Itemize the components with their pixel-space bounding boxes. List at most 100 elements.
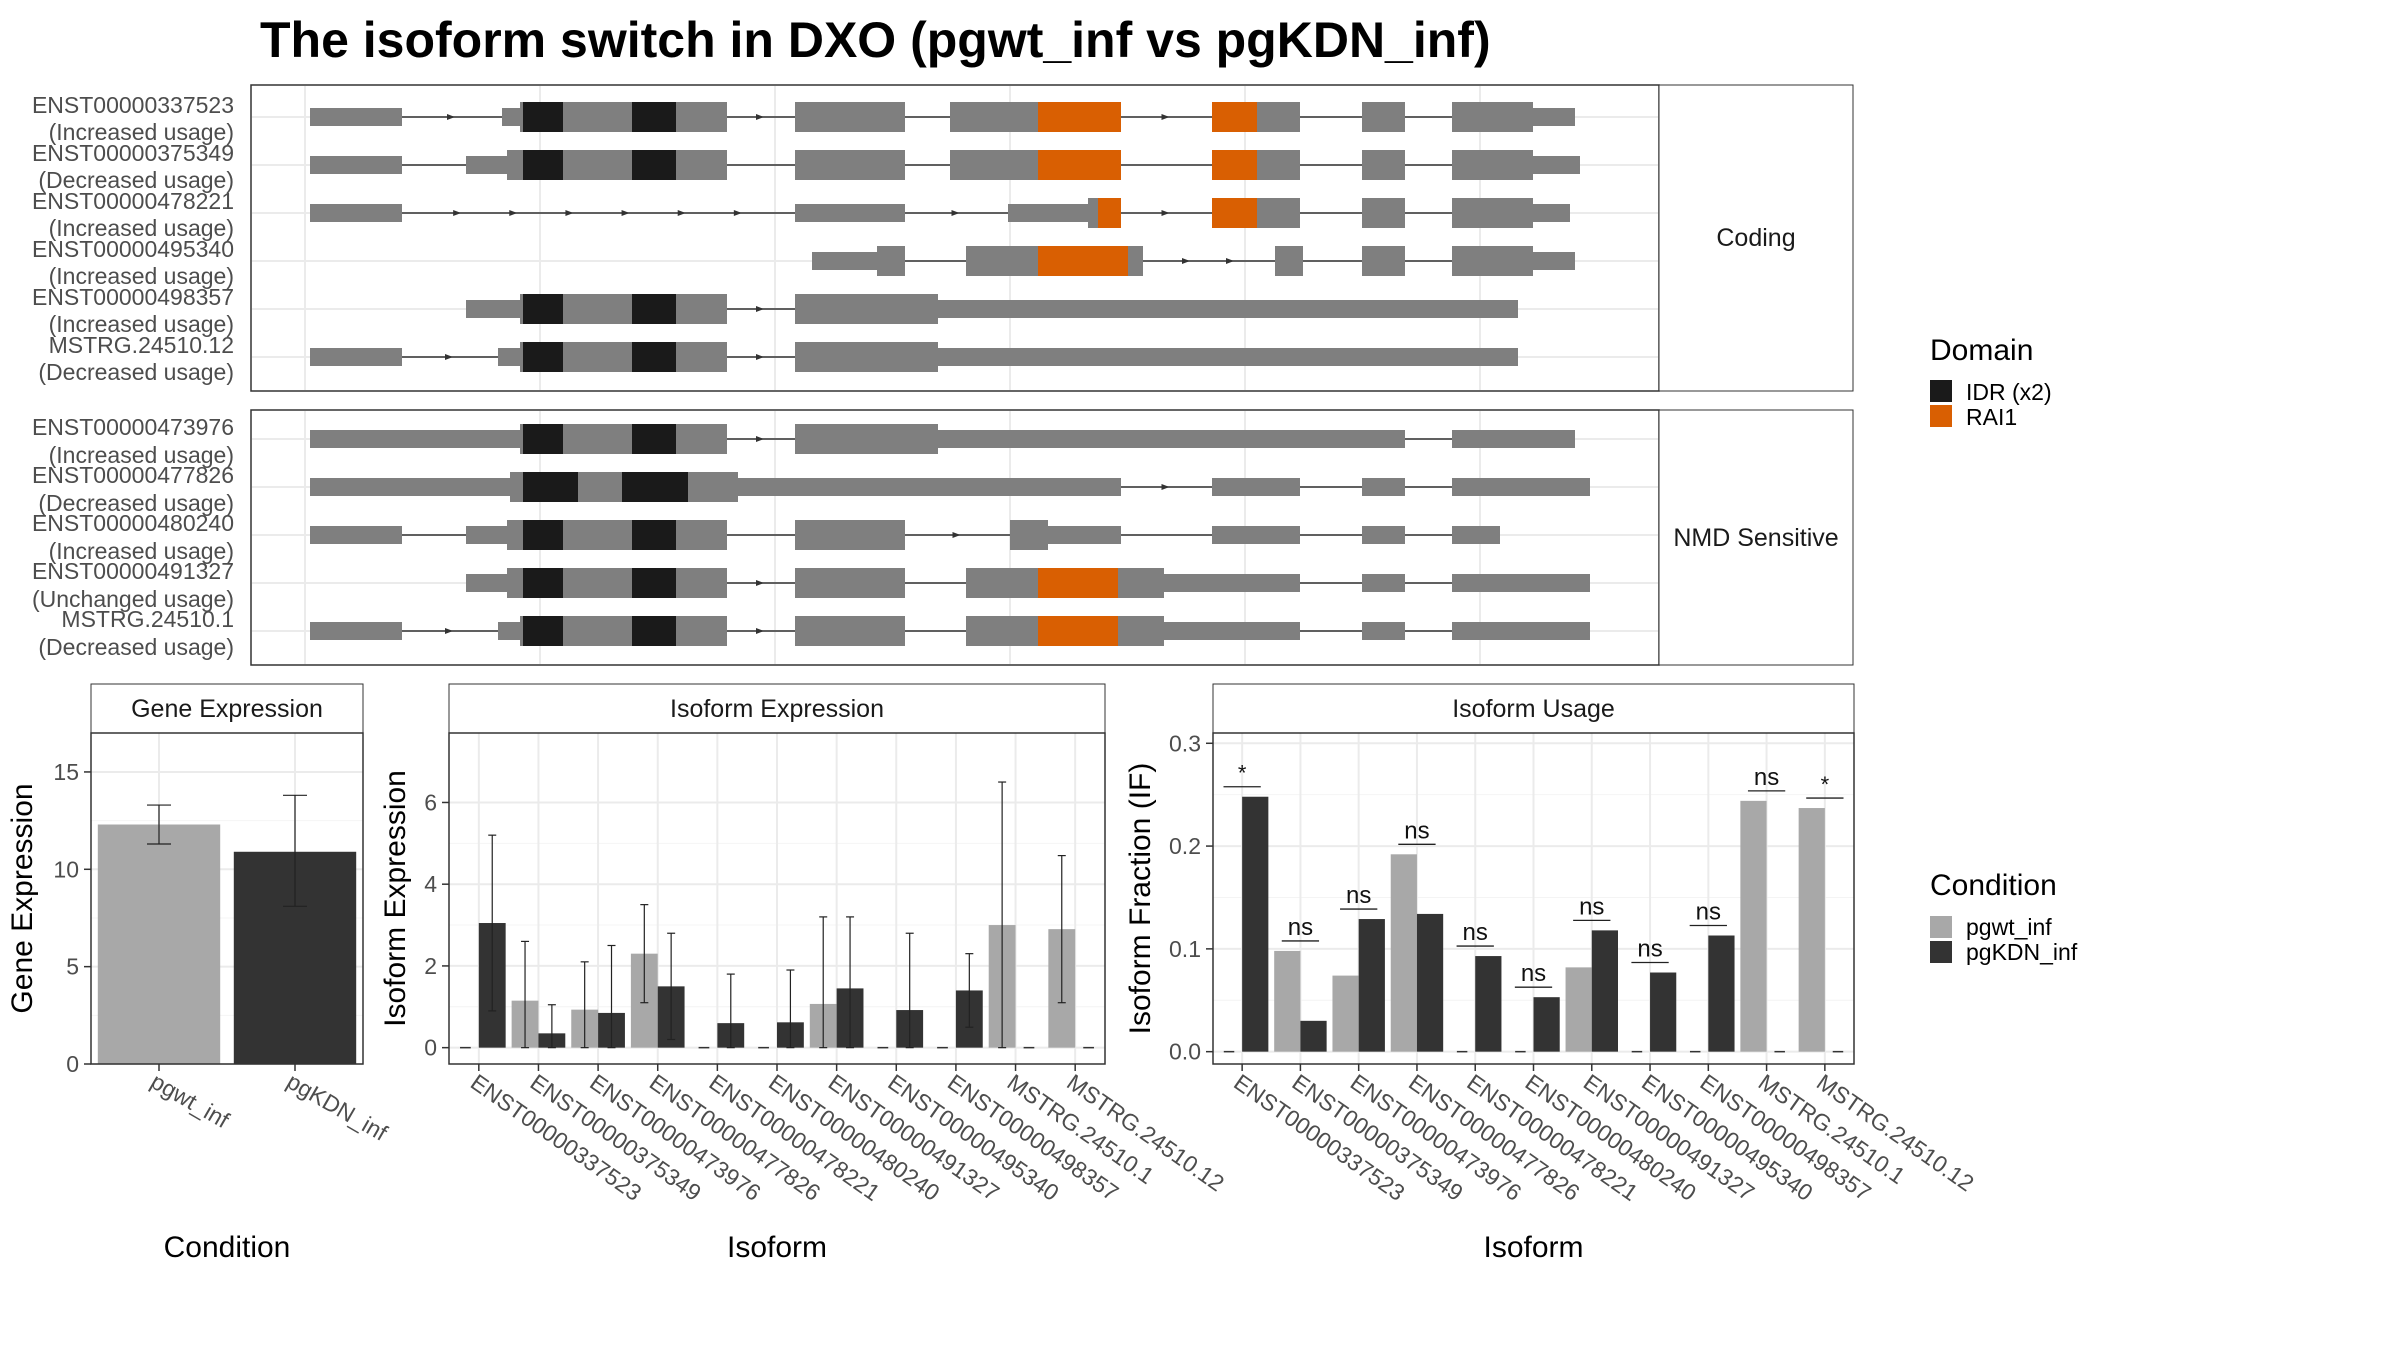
direction-arrow <box>756 114 764 120</box>
isoform-usage-label: (Decreased usage) <box>38 490 234 516</box>
direction-arrow <box>447 114 455 120</box>
isoform-label: ENST00000473976 <box>32 414 234 440</box>
nmd-structure-panel: NMD Sensitive ENST00000473976 (Increased… <box>32 409 1854 666</box>
bar <box>1332 975 1359 1052</box>
coding-exon <box>1010 520 1048 550</box>
bar <box>1390 854 1417 1052</box>
isoform-usage-label: (Decreased usage) <box>38 359 234 385</box>
utr-exon <box>938 300 1518 318</box>
utr-exon <box>466 526 507 544</box>
domain-legend: Domain IDR (x2) RAI1 <box>1930 334 2052 430</box>
significance-label: ns <box>1463 919 1488 946</box>
coding-exon <box>966 568 1038 598</box>
bar <box>1300 1020 1327 1052</box>
utr-exon <box>812 252 877 270</box>
rai1-domain <box>1098 198 1121 228</box>
direction-arrow <box>756 354 764 360</box>
bar <box>1358 919 1385 1052</box>
transcript-row <box>310 424 1575 454</box>
idr-domain <box>632 342 676 372</box>
coding-exon <box>1362 246 1405 276</box>
isoform-label: ENST00000480240 <box>32 510 234 536</box>
coding-exon <box>950 150 1038 180</box>
transcript-row <box>310 102 1575 132</box>
direction-arrow <box>1161 114 1170 120</box>
coding-exon <box>1452 102 1533 132</box>
y-tick-label: 6 <box>424 789 437 815</box>
coding-exon <box>1362 102 1405 132</box>
utr-exon <box>1212 526 1300 544</box>
utr-exon <box>310 622 402 640</box>
direction-arrow <box>951 210 960 216</box>
rai1-domain <box>1212 198 1257 228</box>
gene-expression-chart: Gene Expression 0 5 10 15 pgwt_inf pgKDN_inf Co… <box>6 683 392 1264</box>
isoform-usage-label: (Increased usage) <box>49 119 234 145</box>
chart-strip <box>1212 683 1855 734</box>
y-tick-label: 0.1 <box>1169 936 1201 962</box>
transcript-row <box>310 150 1580 180</box>
significance-label: ns <box>1754 764 1779 791</box>
significance-label: ns <box>1288 914 1313 941</box>
bar <box>1650 972 1677 1052</box>
bar <box>1274 950 1301 1052</box>
domain-legend-title: Domain <box>1930 334 2033 367</box>
utr-exon <box>1362 526 1405 544</box>
utr-exon <box>1452 430 1575 448</box>
chart-strip <box>90 683 364 734</box>
coding-structure-panel: Coding ENST00000337523 (Increased usage)… <box>32 84 1854 392</box>
utr-exon <box>310 348 402 366</box>
bar <box>1740 800 1767 1052</box>
chart-strip-title: Gene Expression <box>131 695 323 723</box>
nmd-strip <box>1658 409 1854 666</box>
nmd-transcripts <box>252 411 1658 664</box>
isoform-label: MSTRG.24510.1 <box>61 606 234 632</box>
isoform-label: ENST00000491327 <box>32 558 234 584</box>
utr-exon <box>466 300 520 318</box>
utr-exon <box>738 478 1121 496</box>
utr-exon <box>498 622 520 640</box>
idr-domain <box>523 472 578 502</box>
y-tick-label: 0 <box>66 1051 79 1077</box>
idr-domain <box>632 294 676 324</box>
rai1-legend-label: RAI1 <box>1966 404 2017 430</box>
y-axis-title: Isoform Expression <box>379 770 412 1027</box>
utr-exon <box>938 430 1405 448</box>
idr-domain <box>632 616 676 646</box>
isoform-expression-chart: Isoform Expression0246ENST00000337523ENS… <box>379 683 1229 1264</box>
idr-domain <box>523 102 563 132</box>
direction-arrow <box>756 436 764 442</box>
transcript-row <box>466 568 1590 598</box>
significance-label: ns <box>1521 960 1546 987</box>
bar <box>1533 997 1560 1052</box>
idr-domain <box>523 616 563 646</box>
idr-domain <box>523 342 563 372</box>
coding-exon <box>1452 150 1533 180</box>
y-axis-title: Isoform Fraction (IF) <box>1124 763 1157 1035</box>
utr-exon <box>310 156 402 174</box>
utr-exon <box>1533 204 1570 222</box>
direction-arrow <box>621 210 630 216</box>
bar <box>1416 913 1444 1052</box>
direction-arrow <box>1161 484 1170 490</box>
bar <box>1475 956 1502 1052</box>
coding-exon <box>795 342 938 372</box>
coding-strip <box>1658 84 1854 392</box>
coding-exon <box>795 616 905 646</box>
direction-arrow <box>565 210 574 216</box>
significance-label: ns <box>1404 817 1429 844</box>
isoform-label: ENST00000375349 <box>32 140 234 166</box>
isoform-label: ENST00000477826 <box>32 462 234 488</box>
idr-domain <box>523 568 563 598</box>
rai1-domain <box>1038 568 1118 598</box>
utr-exon <box>310 526 402 544</box>
isoform-label: ENST00000498357 <box>32 284 234 310</box>
isoform-usage-label: (Decreased usage) <box>38 167 234 193</box>
utr-exon <box>498 348 520 366</box>
direction-arrow <box>756 306 764 312</box>
direction-arrow <box>445 628 453 634</box>
pgwt-legend-label: pgwt_inf <box>1966 914 2052 940</box>
isoform-usage-chart: Isoform Usage * ns ns ns ns ns ns ns ns ns * 0.0 0.1 0… <box>1124 683 1979 1264</box>
idr-domain <box>523 150 563 180</box>
utr-exon <box>502 108 520 126</box>
